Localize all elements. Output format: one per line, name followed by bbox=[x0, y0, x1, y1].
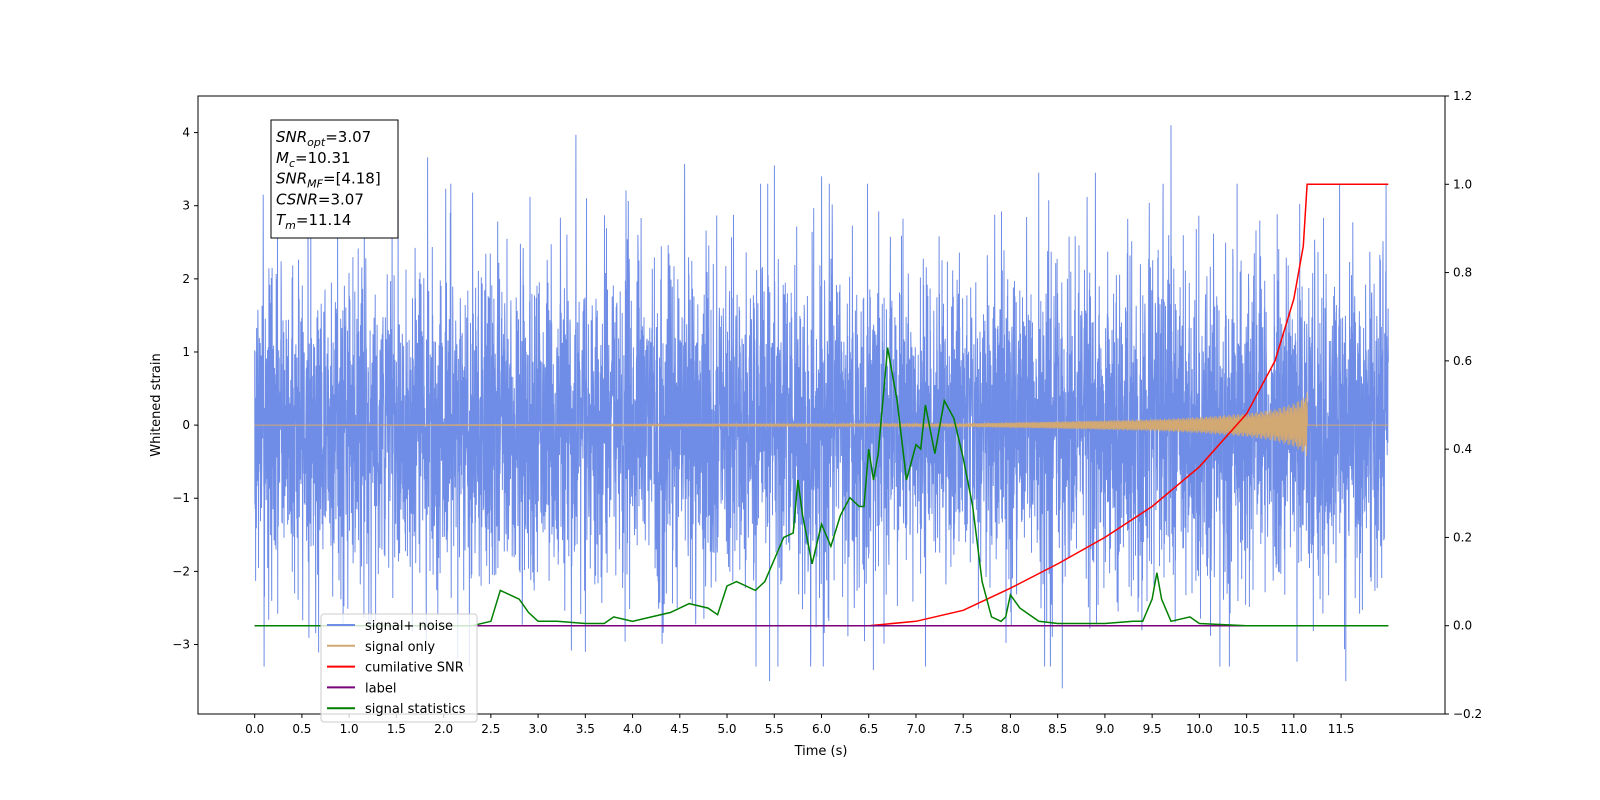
x-tick-label: 4.5 bbox=[670, 722, 689, 736]
y2-tick-label: 1.0 bbox=[1453, 177, 1472, 191]
x-tick-label: 3.0 bbox=[529, 722, 548, 736]
x-tick-label: 9.0 bbox=[1095, 722, 1114, 736]
x-tick-label: 10.0 bbox=[1186, 722, 1213, 736]
legend-label: signal only bbox=[365, 640, 435, 655]
info-line: Tm=11.14 bbox=[276, 211, 351, 232]
legend-label: cumilative SNR bbox=[365, 661, 464, 676]
info-line: SNRMF=[4.18] bbox=[276, 170, 381, 191]
x-tick-label: 7.5 bbox=[954, 722, 973, 736]
x-tick-label: 4.0 bbox=[623, 722, 642, 736]
x-tick-label: 5.0 bbox=[717, 722, 736, 736]
y2-tick-label: 0.8 bbox=[1453, 266, 1472, 280]
y-tick-label: 2 bbox=[182, 272, 190, 286]
series-line-signal-only bbox=[254, 392, 1389, 456]
legend-label: signal+ noise bbox=[365, 619, 453, 634]
legend-entries: signal+ noise signal only cumilative SNR la… bbox=[327, 619, 466, 717]
legend-frame bbox=[320, 613, 478, 723]
x-tick-label: 0.5 bbox=[292, 722, 311, 736]
legend: signal+ noise signal only cumilative SNR la… bbox=[320, 613, 478, 723]
y2-tick-label: −0.2 bbox=[1453, 707, 1482, 721]
series-line-signal-statistics bbox=[254, 347, 1389, 627]
legend-label: signal statistics bbox=[365, 702, 466, 717]
x-tick-label: 6.5 bbox=[859, 722, 878, 736]
x-tick-label: 8.5 bbox=[1048, 722, 1067, 736]
y-tick-label: 3 bbox=[182, 199, 190, 213]
x-tick-label: 9.5 bbox=[1143, 722, 1162, 736]
y-tick-label: 1 bbox=[182, 345, 190, 359]
x-tick-label: 2.0 bbox=[434, 722, 453, 736]
y-tick-label: 0 bbox=[182, 418, 190, 432]
x-tick-label: 5.5 bbox=[765, 722, 784, 736]
info-lines: SNRopt=3.07Mc=10.31SNRMF=[4.18]CSNR=3.07… bbox=[276, 128, 381, 232]
y-tick-label: −2 bbox=[172, 564, 190, 578]
x-tick-label: 11.0 bbox=[1280, 722, 1307, 736]
x-tick-label: 6.0 bbox=[812, 722, 831, 736]
series-layer bbox=[254, 125, 1389, 689]
x-tick-label: 7.0 bbox=[906, 722, 925, 736]
legend-label: label bbox=[365, 681, 396, 696]
x-tick-label: 1.0 bbox=[340, 722, 359, 736]
x-tick-label: 11.5 bbox=[1328, 722, 1355, 736]
info-box: SNRopt=3.07Mc=10.31SNRMF=[4.18]CSNR=3.07… bbox=[270, 119, 399, 239]
x-tick-label: 10.5 bbox=[1233, 722, 1260, 736]
info-line: Mc=10.31 bbox=[276, 149, 351, 170]
axes-ticks: 0.0 0.5 1.0 1.5 2.0 2.5 3.0 3.5 4.0 4.5 5.0 5.5 6.0 6… bbox=[172, 89, 1482, 736]
info-box-frame bbox=[270, 119, 399, 239]
x-tick-label: 2.5 bbox=[481, 722, 500, 736]
series-line-signal-noise bbox=[254, 125, 1389, 689]
y-axis-label: Whitened strain bbox=[149, 353, 164, 456]
y2-tick-label: 1.2 bbox=[1453, 89, 1472, 103]
y2-tick-label: 0.6 bbox=[1453, 354, 1472, 368]
y-tick-label: 4 bbox=[182, 126, 190, 140]
y2-tick-label: 0.0 bbox=[1453, 619, 1472, 633]
x-tick-label: 0.0 bbox=[245, 722, 264, 736]
x-tick-label: 1.5 bbox=[387, 722, 406, 736]
info-line: SNRopt=3.07 bbox=[276, 128, 371, 149]
x-axis-label: Time (s) bbox=[794, 744, 848, 759]
x-tick-label: 3.5 bbox=[576, 722, 595, 736]
y2-tick-label: 0.4 bbox=[1453, 442, 1472, 456]
x-tick-label: 8.0 bbox=[1001, 722, 1020, 736]
y-tick-label: −1 bbox=[172, 491, 190, 505]
y2-tick-label: 0.2 bbox=[1453, 530, 1472, 544]
series-line-cumulative-snr bbox=[254, 183, 1389, 627]
info-line: CSNR=3.07 bbox=[276, 190, 364, 208]
y-tick-label: −3 bbox=[172, 638, 190, 652]
